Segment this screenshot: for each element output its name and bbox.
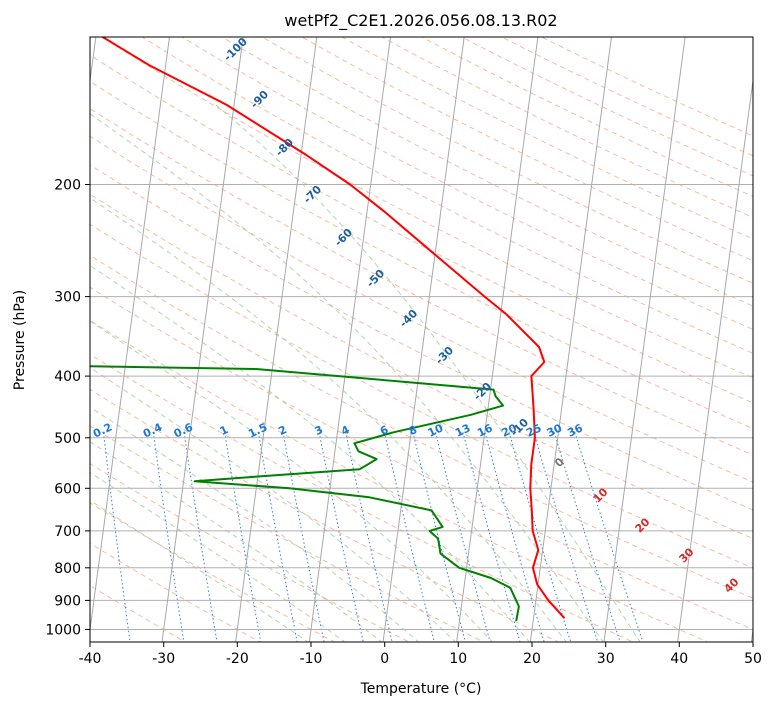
- x-tick-label: 40: [670, 651, 688, 667]
- mixing-ratio-line: [533, 432, 599, 642]
- x-tick-label: -20: [226, 651, 249, 667]
- sounding-line: [90, 365, 520, 622]
- isotherm-gridline: [382, 37, 465, 642]
- y-tick-label: 1000: [45, 623, 81, 639]
- dry-adiabat-line: [340, 37, 753, 240]
- isotherm-gridline: [161, 37, 244, 642]
- mixing-ratio-line: [553, 432, 621, 642]
- isotherm-gridlines: [90, 37, 753, 642]
- dry-adiabat-line: [90, 254, 753, 599]
- x-tick-label: 0: [380, 651, 389, 667]
- dry-adiabat-line: [500, 37, 753, 157]
- y-tick-label: 600: [54, 481, 81, 497]
- chart-title: wetPf2_C2E1.2026.056.08.13.R02: [284, 11, 557, 31]
- sounding-line: [100, 37, 566, 619]
- dry-adiabat-line: [90, 107, 753, 456]
- x-tick-label: -40: [79, 651, 102, 667]
- mixing-ratio-label: 13: [453, 422, 472, 440]
- dry-adiabat-line: [540, 37, 753, 137]
- mixing-ratio-label: 30: [545, 421, 565, 439]
- y-tick-label: 700: [54, 524, 81, 540]
- mixing-ratio-line: [508, 432, 572, 642]
- x-axis-label: Temperature (°C): [360, 681, 482, 697]
- isotherm-gridline: [90, 37, 170, 634]
- mixing-ratio-lines: [102, 432, 644, 642]
- dry-adiabat-line: [460, 37, 753, 177]
- plot-frame: [89, 36, 754, 643]
- y-tick-label: 500: [54, 431, 81, 447]
- y-tick-label: 800: [54, 561, 81, 577]
- dry-adiabats: [90, 37, 753, 642]
- x-axis: -40 -30 -20 -10 0 10 20 30 40 50: [79, 642, 762, 667]
- y-tick-label: 200: [54, 178, 81, 194]
- y-axis: 100 200 300 400 500 600 700 800 900 1000: [45, 0, 90, 639]
- dry-adiabat-line: [260, 37, 753, 284]
- mixing-ratio-label: 25: [524, 422, 543, 440]
- isotherm-gridline: [456, 37, 539, 642]
- mixing-ratio-line: [484, 432, 545, 642]
- dry-adiabat-line: [420, 37, 753, 198]
- y-axis-label: Pressure (hPa): [12, 290, 28, 390]
- isotherm-gridline: [308, 37, 391, 642]
- mixing-ratio-line: [412, 432, 466, 642]
- x-tick-label: 50: [744, 651, 762, 667]
- dry-adiabat-line: [90, 54, 753, 404]
- x-tick-label: -10: [300, 651, 323, 667]
- dry-adiabat-line: [90, 223, 753, 569]
- mixing-ratio-line: [384, 432, 435, 642]
- dry-adiabat-line: [141, 37, 753, 354]
- mixing-ratio-label: 20: [500, 421, 520, 439]
- y-tick-label: 400: [54, 369, 81, 385]
- dry-adiabat-line: [90, 353, 635, 642]
- mixing-ratio-line: [435, 432, 491, 642]
- mixing-ratio-line: [574, 432, 644, 642]
- mixing-ratio-line: [462, 432, 521, 642]
- mixing-ratio-line: [152, 432, 185, 642]
- y-tick-label: 900: [54, 593, 81, 609]
- x-tick-label: -30: [152, 651, 175, 667]
- dry-adiabat-line: [181, 37, 753, 330]
- mixing-ratio-label: 16: [475, 421, 495, 439]
- dry-adiabat-line: [101, 37, 753, 379]
- dry-adiabat-line: [90, 425, 485, 642]
- isobar-gridlines: [90, 184, 753, 630]
- x-tick-label: 20: [523, 651, 541, 667]
- dry-adiabat-line: [90, 462, 411, 642]
- isotherm-gridline: [603, 37, 686, 642]
- isotherm-gridline: [677, 76, 753, 642]
- y-tick-label: 100: [54, 0, 81, 2]
- mixing-ratio-label: 10: [426, 421, 446, 439]
- mixing-ratio-label: 36: [565, 421, 585, 439]
- isotherm-gridline: [235, 37, 318, 642]
- x-tick-label: 10: [449, 651, 467, 667]
- y-tick-label: 300: [54, 290, 81, 306]
- sounding-series: [90, 37, 566, 622]
- mixing-ratio-line: [102, 432, 131, 642]
- plot-area: [90, 37, 753, 642]
- x-tick-label: 30: [597, 651, 615, 667]
- isotherm-gridline: [529, 37, 612, 642]
